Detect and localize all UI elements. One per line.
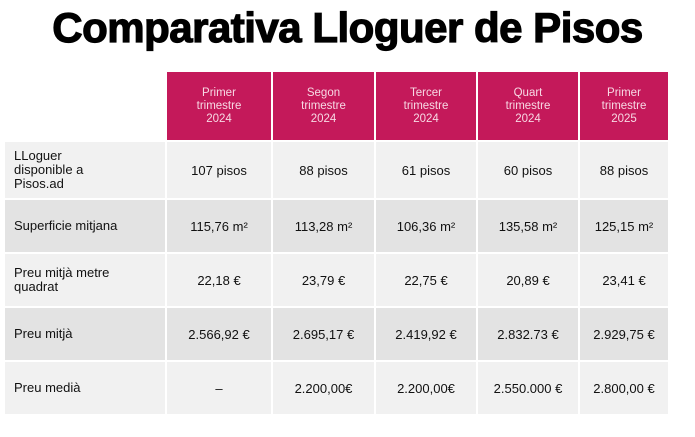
table-cell: 23,41 € xyxy=(580,254,668,306)
column-header: Tercer trimestre 2024 xyxy=(376,72,476,140)
table-cell: – xyxy=(167,362,271,414)
title: Comparativa Lloguer de Pisos xyxy=(52,3,644,51)
corner-cell xyxy=(5,72,165,140)
table-cell: 2.832.73 € xyxy=(478,308,578,360)
table-cell: 2.566,92 € xyxy=(167,308,271,360)
table-cell: 125,15 m² xyxy=(580,200,668,252)
table-cell: 107 pisos xyxy=(167,142,271,198)
table-cell: 61 pisos xyxy=(376,142,476,198)
row-label: Superficie mitjana xyxy=(5,200,165,252)
table-cell: 2.550.000 € xyxy=(478,362,578,414)
table-cell: 2.800,00 € xyxy=(580,362,668,414)
table-cell: 2.695,17 € xyxy=(273,308,374,360)
table-cell: 115,76 m² xyxy=(167,200,271,252)
row-label: Preu mitjà xyxy=(5,308,165,360)
column-header: Primer trimestre 2024 xyxy=(167,72,271,140)
table-cell: 2.200,00€ xyxy=(376,362,476,414)
table-cell: 113,28 m² xyxy=(273,200,374,252)
table-cell: 2.419,92 € xyxy=(376,308,476,360)
row-label: Preu mitjà metre quadrat xyxy=(5,254,165,306)
table-cell: 135,58 m² xyxy=(478,200,578,252)
table-cell: 20,89 € xyxy=(478,254,578,306)
row-label: Preu medià xyxy=(5,362,165,414)
table-cell: 22,75 € xyxy=(376,254,476,306)
table-cell: 2.200,00€ xyxy=(273,362,374,414)
table-cell: 23,79 € xyxy=(273,254,374,306)
column-header: Primer trimestre 2025 xyxy=(580,72,668,140)
column-header: Quart trimestre 2024 xyxy=(478,72,578,140)
row-label: LLoguer disponible a Pisos.ad xyxy=(5,142,165,198)
table-cell: 2.929,75 € xyxy=(580,308,668,360)
table-cell: 22,18 € xyxy=(167,254,271,306)
table-cell: 60 pisos xyxy=(478,142,578,198)
table: Primer trimestre 2024 Segon trimestre 202… xyxy=(5,72,668,414)
table-cell: 88 pisos xyxy=(273,142,374,198)
table-cell: 106,36 m² xyxy=(376,200,476,252)
table-cell: 88 pisos xyxy=(580,142,668,198)
column-header: Segon trimestre 2024 xyxy=(273,72,374,140)
